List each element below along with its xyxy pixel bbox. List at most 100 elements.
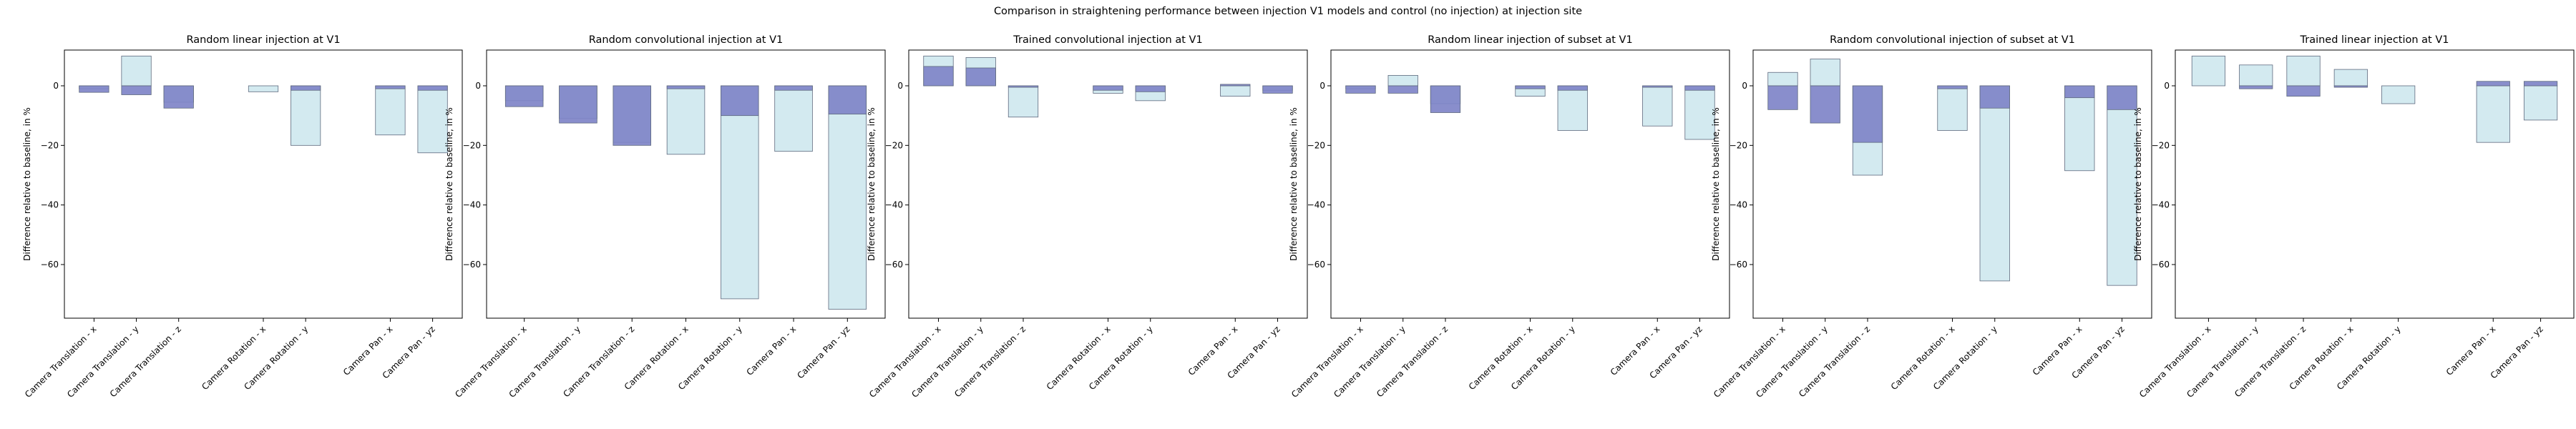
bar-light-7	[2523, 85, 2558, 121]
y-axis-label: Difference relative to baseline, in %	[1289, 107, 1299, 261]
bar-light-2	[1810, 59, 1840, 87]
chart-panel-1: Random linear injection at V1 Difference …	[22, 34, 463, 400]
bar-dark-2	[1810, 85, 1840, 124]
bar-dark-5	[1135, 85, 1166, 92]
bar-light-1	[2191, 55, 2226, 87]
bar-dark-6	[2476, 81, 2510, 87]
x-tick-label: Camera Translation - z	[108, 324, 183, 399]
y-tick-label: 0	[2164, 81, 2170, 91]
bar-light-5	[291, 85, 321, 146]
y-tick-label: 0	[53, 81, 59, 91]
y-tick-label: −60	[1729, 260, 1747, 270]
chart-title: Random convolutional injection at V1	[589, 34, 784, 46]
bar-light-2	[121, 55, 152, 87]
bar-light-4	[666, 85, 706, 155]
x-tick-label: Camera Translation - z	[952, 324, 1028, 399]
x-tick-label: Camera Pan - x	[2444, 324, 2498, 378]
x-tick-label: Camera Translation - y	[1754, 324, 1830, 400]
chart-panel-5: Random convolutional injection of subset…	[1711, 34, 2152, 400]
bar-light-3	[2286, 55, 2321, 87]
bar-dark-1	[1767, 85, 1798, 110]
y-tick-label: −60	[41, 260, 59, 270]
chart-panel-3: Trained convolutional injection at V1 Dif…	[867, 34, 1308, 400]
bar-dark-4	[1093, 85, 1123, 91]
figure-suptitle: Comparison in straightening performance …	[993, 6, 1583, 17]
y-axis-label: Difference relative to baseline, in %	[22, 107, 32, 261]
bar-dark-4	[1515, 85, 1546, 89]
chart-panel-2: Random convolutional injection at V1 Diff…	[444, 34, 886, 400]
bar-light-6	[2064, 85, 2095, 172]
bar-light-2	[2239, 64, 2273, 87]
x-tick-label: Camera Translation - y	[1332, 324, 1407, 400]
y-tick-label: −40	[41, 200, 59, 210]
bar-dark-2	[2239, 85, 2273, 89]
chart-title: Random linear injection of subset at V1	[1428, 34, 1632, 46]
x-tick-label: Camera Pan - yz	[2489, 324, 2545, 380]
chart-title: Trained convolutional injection at V1	[1013, 34, 1202, 46]
y-tick-label: −20	[1307, 140, 1325, 150]
y-axis-label: Difference relative to baseline, in %	[444, 107, 454, 261]
plot-frame	[2175, 49, 2575, 319]
x-tick-label: Camera Translation - x	[867, 324, 943, 400]
bar-dark-7	[1684, 85, 1715, 91]
x-tick-label: Camera Translation - y	[909, 324, 985, 400]
bar-dark-5	[291, 85, 321, 91]
y-tick-label: −20	[41, 140, 59, 150]
x-tick-label: Camera Translation - x	[1712, 324, 1787, 400]
bar-dark-5	[721, 85, 759, 117]
y-tick-label: 0	[897, 81, 903, 91]
chart-title: Trained linear injection at V1	[2300, 34, 2449, 46]
y-tick-label: −40	[2152, 200, 2170, 210]
y-tick-label: −60	[463, 260, 481, 270]
bar-light-7	[828, 85, 867, 310]
bar-dark-1	[1345, 85, 1376, 94]
bar-light-4	[2333, 69, 2368, 87]
y-tick-label: −60	[885, 260, 903, 270]
bar-light-7	[1684, 85, 1715, 140]
x-tick-label: Camera Pan - x	[744, 324, 798, 378]
bar-dark-6	[774, 85, 813, 91]
bar-light-6	[774, 85, 813, 152]
bar-light-6	[375, 85, 406, 136]
x-tick-label: Camera Pan - yz	[795, 324, 852, 380]
bar-dark-5	[1557, 85, 1588, 91]
bar-dark-6	[1220, 84, 1251, 87]
y-axis-label: Difference relative to baseline, in %	[867, 107, 877, 261]
chart-title: Random convolutional injection of subset…	[1830, 34, 2075, 46]
y-tick-label: −40	[463, 200, 481, 210]
bar-dark-7	[1262, 85, 1293, 94]
bar-dark-6	[1642, 85, 1673, 88]
bar-light-5	[2381, 85, 2416, 104]
bar-light-6	[2476, 85, 2510, 143]
y-tick-label: −20	[463, 140, 481, 150]
y-tick-label: −20	[1729, 140, 1747, 150]
bar-dark-3	[1852, 85, 1883, 143]
y-axis-label: Difference relative to baseline, in %	[1711, 107, 1721, 261]
bar-light-6	[1220, 85, 1251, 97]
chart-title: Random linear injection at V1	[186, 34, 340, 46]
bar-dark-3	[1430, 85, 1461, 113]
x-tick-label: Camera Translation - x	[23, 324, 99, 400]
bar-light-4	[248, 85, 279, 92]
chart-panel-4: Random linear injection of subset at V1 D…	[1289, 34, 1730, 400]
y-tick-label: −20	[885, 140, 903, 150]
bar-dark-4	[1937, 85, 1968, 89]
bar-light-4	[1937, 85, 1968, 131]
bar-dark-2	[1387, 85, 1418, 94]
bar-dark-7	[417, 85, 448, 91]
chart-panel-6: Trained linear injection at V1 Difference…	[2133, 34, 2575, 400]
bar-dark-2	[559, 85, 597, 124]
bar-dark-7	[2523, 81, 2558, 87]
bar-dark-1	[923, 66, 954, 87]
y-tick-label: −60	[2152, 260, 2170, 270]
bar-light-5	[721, 85, 759, 300]
bar-dark-3	[613, 85, 651, 146]
bar-dark-4	[2333, 85, 2368, 88]
bar-dark-3	[2286, 85, 2321, 97]
x-tick-label: Camera Translation - z	[1797, 324, 1872, 399]
y-tick-label: 0	[475, 81, 481, 91]
y-tick-label: −40	[1729, 200, 1747, 210]
bar-light-5	[1557, 85, 1588, 131]
x-tick-label: Camera Translation - x	[1289, 324, 1365, 400]
